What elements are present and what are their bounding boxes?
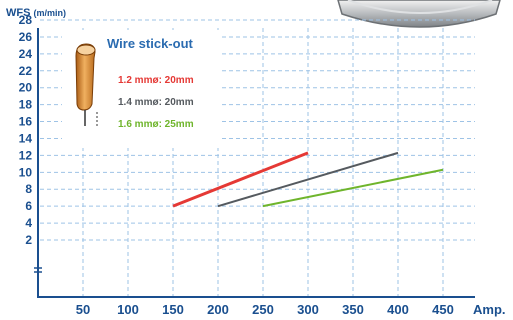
- x-tick-350: 350: [342, 302, 364, 317]
- legend-title: Wire stick-out: [107, 36, 194, 51]
- welding-contact-tip-icon: [75, 43, 98, 126]
- y-tick-6: 6: [25, 199, 32, 213]
- y-tick-22: 22: [19, 64, 33, 78]
- y-tick-26: 26: [19, 30, 33, 44]
- y-tick-20: 20: [19, 81, 33, 95]
- series-lines: [172, 151, 444, 208]
- x-tick-150: 150: [162, 302, 184, 317]
- y-tick-14: 14: [19, 131, 33, 145]
- legend: Wire stick-out 1.2 mmø: 20mm 1.4 mmø: 20…: [62, 30, 222, 148]
- y-axis-label: WFS (m/min): [6, 7, 66, 19]
- x-tick-50: 50: [76, 302, 90, 317]
- y-tick-10: 10: [19, 165, 33, 179]
- series-line-1: [172, 151, 309, 208]
- series-line-2: [217, 151, 399, 208]
- legend-entry-1-6mm: 1.6 mmø: 25mm: [118, 119, 194, 130]
- x-tick-labels: 50 100 150 200 250 300 350 400 450: [76, 302, 454, 317]
- x-tick-100: 100: [117, 302, 139, 317]
- y-tick-2: 2: [25, 233, 32, 247]
- wire-spool-icon: [337, 0, 501, 28]
- x-tick-200: 200: [207, 302, 229, 317]
- y-tick-24: 24: [19, 47, 33, 61]
- y-tick-8: 8: [25, 182, 32, 196]
- y-tick-16: 16: [19, 115, 33, 129]
- y-tick-4: 4: [25, 216, 32, 230]
- y-tick-18: 18: [19, 98, 33, 112]
- series-line-3: [262, 168, 444, 208]
- x-tick-450: 450: [432, 302, 454, 317]
- legend-entry-1-2mm: 1.2 mmø: 20mm: [118, 75, 194, 86]
- x-tick-250: 250: [252, 302, 274, 317]
- x-tick-300: 300: [297, 302, 319, 317]
- x-tick-400: 400: [387, 302, 409, 317]
- x-axis-unit: Amp.: [473, 302, 506, 317]
- axes: [34, 28, 475, 298]
- y-tick-12: 12: [19, 148, 33, 162]
- y-tick-28: 28: [19, 13, 33, 27]
- legend-entry-1-4mm: 1.4 mmø: 20mm: [118, 97, 194, 108]
